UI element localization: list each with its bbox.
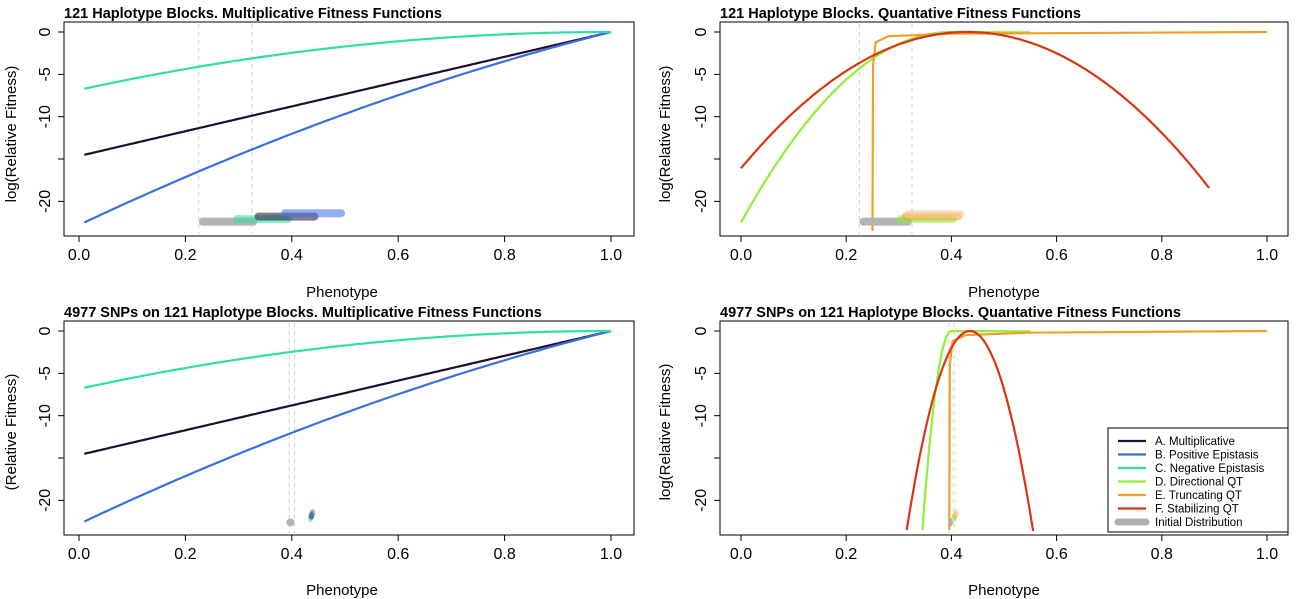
plot-area <box>83 329 612 527</box>
y-tick-label: -10 <box>693 404 710 427</box>
x-tick-label: 0.8 <box>1151 247 1173 264</box>
series-line-F <box>740 30 1210 189</box>
x-tick-label: 1.0 <box>600 247 622 264</box>
x-tick-label: 0.2 <box>174 546 196 563</box>
y-axis-label: log(Relative Fitness) <box>657 66 674 203</box>
series-line-D <box>740 30 1031 224</box>
series-line-C <box>84 329 611 389</box>
series-line-A <box>84 329 612 455</box>
distribution-bar-initial <box>286 518 295 527</box>
legend-label: D. Directional QT <box>1155 477 1243 489</box>
x-tick-label: 1.0 <box>1256 546 1278 563</box>
x-tick-label: 0.6 <box>1045 546 1067 563</box>
y-tick-label: -20 <box>37 190 54 213</box>
y-tick-label: -5 <box>693 366 710 380</box>
panel-top-right: 121 Haplotype Blocks. Quantative Fitness… <box>657 6 1289 301</box>
y-tick-label: -10 <box>37 404 54 427</box>
legend-label: E. Truncating QT <box>1155 490 1242 502</box>
x-tick-label: 0.0 <box>68 247 90 264</box>
series-line-D <box>921 329 1031 531</box>
plot-frame <box>63 320 635 536</box>
plot-area <box>740 30 1268 232</box>
x-tick-label: 0.6 <box>1045 247 1067 264</box>
x-tick-label: 0.4 <box>281 247 303 264</box>
x-axis-label: Phenotype <box>306 284 378 301</box>
legend: A. Multiplicative B. Positive EpistasisC.… <box>1107 427 1289 533</box>
y-tick-label: 0 <box>693 326 710 335</box>
x-tick-label: 0.4 <box>940 247 962 264</box>
x-tick-label: 0.0 <box>730 546 752 563</box>
legend-label: C. Negative Epistasis <box>1155 463 1265 475</box>
y-tick-label: -10 <box>37 105 54 128</box>
y-axis-label: log(Relative Fitness) <box>3 66 20 203</box>
y-tick-label: 0 <box>37 27 54 36</box>
y-tick-label: 0 <box>693 27 710 36</box>
y-tick-label: -5 <box>37 67 54 81</box>
panel-bottom-right: 4977 SNPs on 121 Haplotype Blocks. Quant… <box>657 305 1289 599</box>
legend-label: A. Multiplicative <box>1155 436 1235 448</box>
panel-top-left: 121 Haplotype Blocks. Multiplicative Fit… <box>3 6 635 301</box>
y-axis-label: (Relative Fitness) <box>3 374 20 491</box>
y-tick-label: -20 <box>693 190 710 213</box>
series-line-B <box>83 329 612 523</box>
legend-label: Initial Distribution <box>1155 517 1243 529</box>
plot-area <box>905 329 1268 532</box>
x-tick-label: 1.0 <box>1256 247 1278 264</box>
x-axis-label: Phenotype <box>968 284 1040 301</box>
y-tick-label: -10 <box>693 105 710 128</box>
x-tick-label: 0.2 <box>174 247 196 264</box>
x-tick-label: 0.4 <box>281 546 303 563</box>
plot-frame <box>63 21 635 237</box>
x-tick-label: 0.2 <box>835 247 857 264</box>
panel-title: 4977 SNPs on 121 Haplotype Blocks. Quant… <box>720 305 1181 321</box>
plot-frame <box>719 21 1289 237</box>
legend-label: F. Stabilizing QT <box>1155 504 1239 516</box>
series-line-C <box>84 30 611 90</box>
x-tick-label: 0.8 <box>493 247 515 264</box>
legend-box <box>1107 427 1289 533</box>
panel-title: 121 Haplotype Blocks. Quantative Fitness… <box>720 6 1081 22</box>
y-tick-label: -5 <box>693 67 710 81</box>
distribution-bar-B <box>281 209 345 218</box>
x-axis-label: Phenotype <box>306 582 378 599</box>
plot-area <box>83 30 612 226</box>
x-tick-label: 1.0 <box>600 546 622 563</box>
x-tick-label: 0.8 <box>1151 546 1173 563</box>
y-tick-label: 0 <box>37 326 54 335</box>
distribution-bar-B <box>309 509 316 518</box>
x-tick-label: 0.4 <box>940 546 962 563</box>
x-tick-label: 0.0 <box>730 247 752 264</box>
series-line-B <box>83 30 612 224</box>
series-line-A <box>84 30 612 156</box>
distribution-bar-E2 <box>904 210 965 219</box>
y-tick-label: -20 <box>693 489 710 512</box>
panel-title: 4977 SNPs on 121 Haplotype Blocks. Multi… <box>64 305 542 321</box>
y-tick-label: -20 <box>37 489 54 512</box>
y-tick-label: -5 <box>37 366 54 380</box>
x-tick-label: 0.6 <box>387 247 409 264</box>
y-axis-label: log(Relative Fitness) <box>657 364 674 501</box>
series-line-E <box>871 30 1268 232</box>
x-tick-label: 0.0 <box>68 546 90 563</box>
legend-label: B. Positive Epistasis <box>1155 450 1259 462</box>
panel-title: 121 Haplotype Blocks. Multiplicative Fit… <box>64 6 442 22</box>
panel-bottom-left: 4977 SNPs on 121 Haplotype Blocks. Multi… <box>3 305 635 599</box>
x-axis-label: Phenotype <box>968 582 1040 599</box>
x-tick-label: 0.8 <box>493 546 515 563</box>
distribution-bar-E2 <box>953 509 959 518</box>
x-tick-label: 0.6 <box>387 546 409 563</box>
x-tick-label: 0.2 <box>835 546 857 563</box>
series-line-F <box>905 329 1035 532</box>
